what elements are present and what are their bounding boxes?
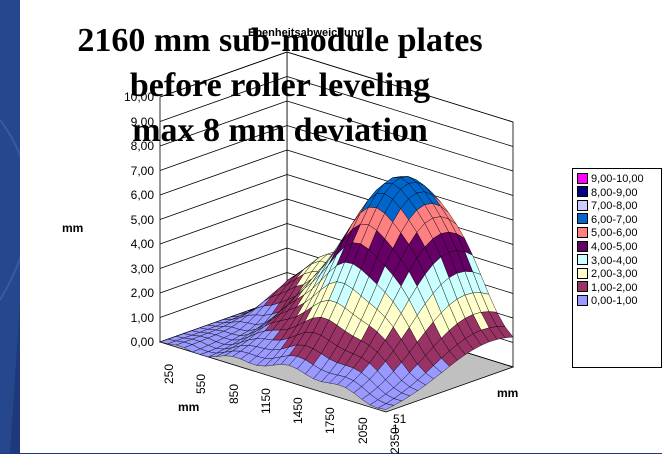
legend-item: 7,00-8,00 — [577, 199, 638, 213]
gridline — [286, 100, 514, 172]
gridline — [286, 51, 514, 123]
legend-item: 4,00-5,00 — [577, 240, 638, 254]
legend-label: 6,00-7,00 — [591, 213, 638, 226]
depth-tick-label: 1 — [392, 422, 399, 436]
legend-item: 1,00-2,00 — [577, 281, 638, 295]
legend: 9,00-10,00 8,00-9,00 7,00-8,00 6,00-7,00 5,0… — [572, 168, 662, 368]
x-axis-title: mm — [178, 400, 200, 414]
gridline — [159, 174, 288, 220]
x-tick-label: 850 — [226, 383, 241, 404]
gridline — [286, 125, 514, 196]
surface-cell — [377, 403, 395, 410]
gridline — [286, 76, 514, 147]
z-tick-label: 5,00 — [130, 212, 154, 227]
gridline — [159, 198, 288, 245]
gridline — [159, 247, 288, 294]
x-tick-label: 250 — [162, 363, 176, 384]
slide-title-line-1: 2160 mm sub-module plates — [77, 22, 483, 59]
slide-title-line-2: before roller leveling — [129, 67, 431, 104]
x-tick-label: 1750 — [323, 407, 338, 434]
legend-swatch — [577, 240, 588, 252]
z-tick-label: 0,00 — [130, 335, 154, 349]
legend-swatch — [577, 172, 588, 184]
legend-swatch — [577, 213, 588, 225]
z-tick-label: 9,00 — [130, 114, 154, 129]
gridline — [159, 100, 288, 147]
chart-title: Ebenheitsabweichung — [248, 27, 365, 39]
z-tick-label: 3,00 — [130, 261, 154, 276]
z-tick-label: 10,00 — [123, 90, 154, 104]
z-tick-label: 6,00 — [130, 188, 154, 202]
x-tick-label: 1150 — [258, 388, 273, 414]
legend-swatch — [577, 294, 588, 306]
gridline — [159, 272, 288, 318]
legend-item: 5,00-6,00 — [577, 226, 638, 240]
legend-label: 5,00-6,00 — [591, 227, 638, 240]
legend-swatch — [577, 267, 588, 279]
gridline — [159, 125, 288, 171]
z-tick-label: 8,00 — [130, 139, 154, 153]
legend-item: 0,00-1,00 — [577, 294, 638, 308]
gridline — [159, 149, 288, 196]
legend-item: 8,00-9,00 — [577, 186, 638, 200]
x-tick-label: 2050 — [355, 417, 370, 444]
x-tick-label: 1450 — [291, 397, 306, 424]
legend-swatch — [577, 186, 588, 198]
z-tick-label: 4,00 — [130, 237, 154, 251]
legend-swatch — [577, 226, 588, 238]
depth-tick-label: 51 — [393, 412, 407, 426]
legend-label: 4,00-5,00 — [591, 241, 638, 253]
legend-label: 7,00-8,00 — [591, 200, 638, 213]
z-tick-label: 1,00 — [130, 310, 154, 325]
z-tick-label: 7,00 — [130, 163, 154, 178]
legend-label: 0,00-1,00 — [591, 295, 638, 308]
legend-item: 2,00-3,00 — [577, 267, 638, 281]
gridline — [159, 76, 288, 122]
legend-label: 9,00-10,00 — [591, 173, 644, 185]
legend-item: 9,00-10,00 — [577, 172, 644, 186]
legend-swatch — [577, 281, 588, 293]
legend-item: 3,00-4,00 — [577, 254, 638, 268]
gridline — [159, 51, 288, 98]
legend-label: 8,00-9,00 — [591, 186, 638, 199]
legend-swatch — [577, 199, 588, 211]
y-axis-title: mm — [62, 221, 84, 235]
slide-title-line-3: max 8 mm deviation — [132, 112, 428, 149]
gridline — [159, 223, 288, 269]
legend-item: 6,00-7,00 — [577, 213, 638, 227]
legend-label: 1,00-2,00 — [591, 281, 638, 294]
z-tick-label: 2,00 — [130, 286, 154, 300]
legend-swatch — [577, 254, 588, 266]
depth-axis-title: mm — [497, 386, 519, 400]
legend-label: 2,00-3,00 — [591, 268, 638, 281]
legend-label: 3,00-4,00 — [591, 254, 638, 267]
x-tick-label: 550 — [194, 373, 209, 394]
